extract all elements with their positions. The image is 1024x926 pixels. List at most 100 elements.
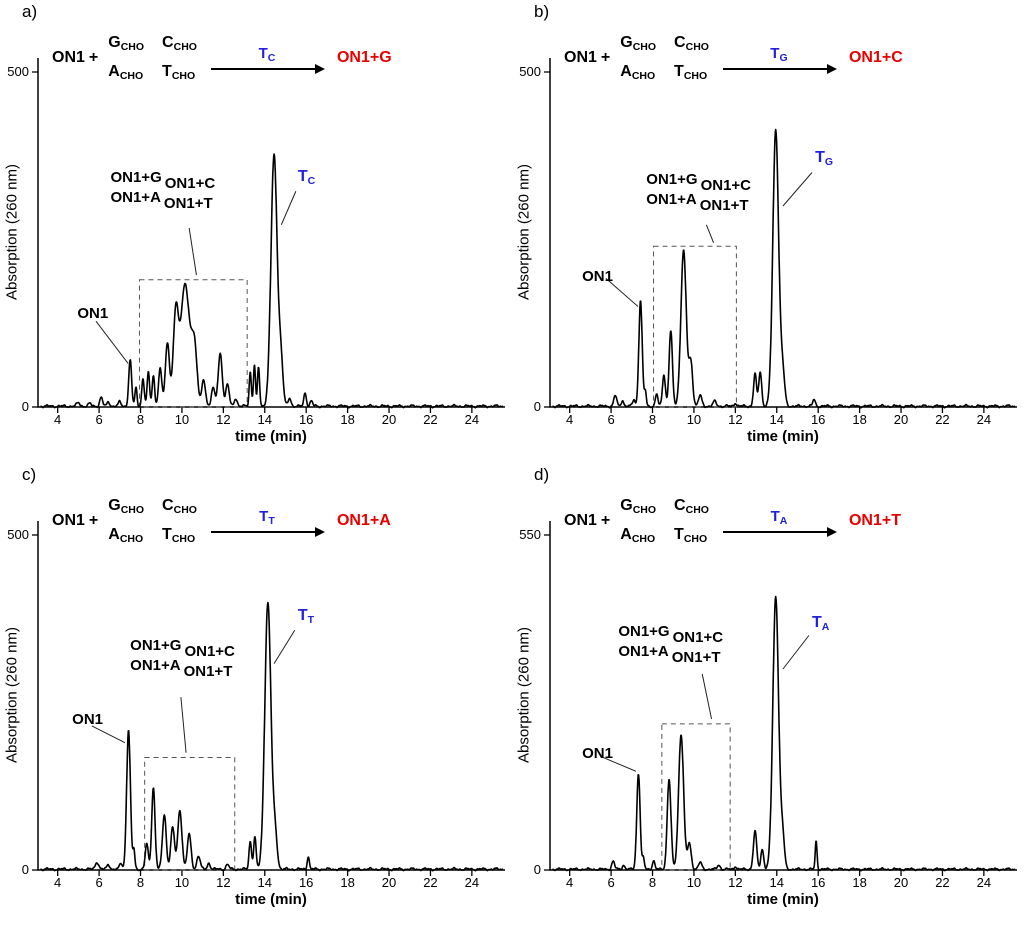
scheme-product: ON1+C [848,49,903,66]
reactant-label: ON1 [564,512,597,529]
scheme-reactant: ON1 + [564,512,610,530]
leader-line-on1 [602,756,637,772]
chromatogram-trace [552,128,1016,409]
x-tick-label: 24 [465,412,479,427]
x-tick-label: 4 [54,875,61,890]
aldehyde-c: CCHO [162,497,197,516]
x-tick-label: 14 [770,412,784,427]
y-tick-label: 0 [22,862,29,877]
scheme-product: ON1+T [848,512,901,529]
x-tick-label: 24 [977,412,991,427]
leader-line-on1 [605,277,639,307]
reactant-label: ON1 [52,512,85,529]
x-tick-label: 18 [340,875,354,890]
panel-letter: c) [22,465,37,484]
scheme-reactant: ON1 + [564,49,610,67]
arrow-icon [722,526,837,537]
x-tick-label: 8 [137,412,144,427]
leader-line-template [273,629,296,664]
dashed-region-box [653,245,737,408]
plot-area: 4 6 8 10 12 14 16 18 20 22 24 0 500 Absorption (260 … [512,0,1024,463]
x-tick-label: 14 [770,875,784,890]
leader-line-template [280,191,297,225]
plot-area: 4 6 8 10 12 14 16 18 20 22 24 0 500 Absorption (260 … [0,463,512,926]
x-axis-label: time (min) [235,891,307,908]
aldehyde-c: CCHO [674,497,709,516]
aldehyde-matrix: GCHO CCHO ACHO TCHO [620,34,709,82]
leader-line-template [782,635,810,670]
x-tick-label: 4 [566,875,573,890]
x-tick-label: 12 [728,412,742,427]
chromatogram-svg: 4 6 8 10 12 14 16 18 20 22 24 0 500 [7,521,505,890]
x-tick-label: 10 [175,412,189,427]
chromatogram-svg: 4 6 8 10 12 14 16 18 20 22 24 0 500 [7,58,505,427]
x-axis-label: time (min) [235,428,307,445]
plus-sign: + [600,512,611,529]
aldehyde-a: ACHO [620,63,656,82]
leader-line-cluster [701,673,713,720]
peak-label-template: TC [297,167,316,187]
peak-label-cluster: ON1+G ON1+C ON1+A ON1+T [130,636,235,680]
reaction-scheme: ON1 + GCHO CCHO ACHO TCHO TT ON1+A [52,497,391,545]
dashed-region-box [138,279,248,408]
x-axis-label: time (min) [747,891,819,908]
aldehyde-g: GCHO [108,34,145,53]
template-over-arrow: TC [258,44,276,64]
peak-label-template: TA [811,614,830,634]
scheme-product: ON1+G [336,49,392,66]
x-tick-label: 22 [935,412,949,427]
arrow-icon [210,526,325,537]
scheme-reactant: ON1 + [52,512,98,530]
dashed-region-box [144,756,236,871]
y-tick-label: 500 [7,527,29,542]
y-axis-label: Absorption (260 nm) [515,164,533,300]
x-tick-label: 6 [95,875,102,890]
x-tick-label: 16 [811,412,825,427]
axes [549,58,1017,408]
y-tick-label: 500 [519,64,541,79]
y-tick-label: 0 [534,862,541,877]
chromatogram-trace [40,153,504,409]
aldehyde-c: CCHO [162,34,197,53]
aldehyde-matrix: GCHO CCHO ACHO TCHO [620,497,709,545]
chromatogram-svg: 4 6 8 10 12 14 16 18 20 22 24 0 500 [519,58,1017,427]
arrow-icon [722,63,837,74]
aldehyde-a: ACHO [620,526,656,545]
leader-line-cluster [705,224,715,244]
x-tick-label: 16 [299,412,313,427]
x-tick-label: 8 [137,875,144,890]
x-tick-label: 18 [852,412,866,427]
plus-sign: + [88,49,99,66]
y-axis-label: Absorption (260 nm) [515,627,533,763]
aldehyde-a: ACHO [108,63,144,82]
peak-label-cluster: ON1+G ON1+C ON1+A ON1+T [646,171,752,215]
chromatogram-svg: 4 6 8 10 12 14 16 18 20 22 24 0 550 [519,521,1017,890]
x-tick-label: 14 [258,875,272,890]
chromatogram-trace [40,601,504,872]
scheme-product: ON1+A [336,512,391,529]
reaction-arrow: TA [722,507,837,537]
x-tick-label: 14 [258,412,272,427]
aldehyde-t: TCHO [162,526,196,545]
leader-line-on1 [95,320,129,364]
template-over-arrow: TG [770,44,788,64]
peak-label-template: TG [815,149,834,169]
peak-label-cluster: ON1+G ON1+C ON1+A ON1+T [110,169,216,213]
x-tick-label: 22 [935,875,949,890]
x-tick-label: 16 [299,875,313,890]
aldehyde-g: GCHO [620,497,657,516]
x-tick-label: 6 [607,875,614,890]
x-tick-label: 16 [811,875,825,890]
y-tick-label: 500 [7,64,29,79]
aldehyde-c: CCHO [674,34,709,53]
leader-line-cluster [180,697,187,753]
x-tick-label: 12 [216,412,230,427]
arrow-icon [210,63,325,74]
x-tick-label: 4 [566,412,573,427]
x-tick-label: 22 [423,412,437,427]
peak-label-on1: ON1 [582,745,613,763]
template-over-arrow: TA [770,507,788,527]
aldehyde-g: GCHO [108,497,145,516]
reaction-scheme: ON1 + GCHO CCHO ACHO TCHO TA ON1+T [564,497,901,545]
